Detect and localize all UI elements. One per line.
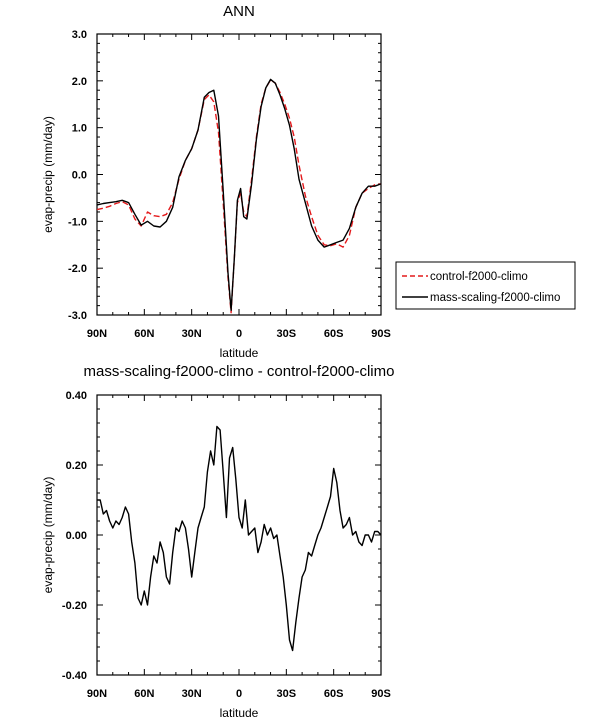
y-tick-label-1: 0.00 bbox=[66, 530, 87, 542]
top-chart-evap-precip: ANN 90N 60N 30N 0 30S 60S 90S -3.0 -2.0 -1.0 0.0 1.0… bbox=[41, 3, 391, 360]
x-tick-label-0: 90N bbox=[87, 328, 107, 340]
x-tick-label-0: 60S bbox=[324, 328, 344, 340]
series-line-0-1 bbox=[96, 78, 382, 311]
legend-label-1: mass-scaling-f2000-climo bbox=[430, 292, 560, 304]
y-tick-label-0: -1.0 bbox=[68, 216, 87, 228]
x-tick-label-0: 90S bbox=[371, 328, 391, 340]
y-tick-label-0: -2.0 bbox=[68, 263, 87, 275]
legend: control-f2000-climo mass-scaling-f2000-cl… bbox=[395, 261, 576, 310]
x-tick-label-0: 30S bbox=[277, 328, 297, 340]
chart-title-1: mass-scaling-f2000-climo - control-f2000… bbox=[84, 363, 395, 380]
y-tick-label-1: 0.20 bbox=[66, 460, 87, 472]
y-tick-label-1: -0.20 bbox=[62, 600, 87, 612]
x-tick-label-0: 60N bbox=[134, 328, 154, 340]
x-tick-label-0: 0 bbox=[236, 328, 242, 340]
plot-frame-1 bbox=[96, 394, 382, 676]
bottom-chart-difference: mass-scaling-f2000-climo - control-f2000… bbox=[41, 363, 394, 720]
x-tick-label-1: 0 bbox=[236, 688, 242, 700]
y-tick-label-1: 0.40 bbox=[66, 390, 87, 402]
y-axis-label-0: evap-precip (mm/day) bbox=[41, 116, 55, 233]
legend-box bbox=[395, 261, 576, 310]
x-tick-label-1: 90N bbox=[87, 688, 107, 700]
x-tick-label-1: 90S bbox=[371, 688, 391, 700]
y-tick-label-0: 3.0 bbox=[72, 29, 87, 41]
y-tick-label-0: 2.0 bbox=[72, 76, 87, 88]
x-tick-label-0: 30N bbox=[182, 328, 202, 340]
y-tick-label-1: -0.40 bbox=[62, 670, 87, 682]
plot-frame-0 bbox=[96, 33, 382, 316]
x-tick-label-1: 30S bbox=[277, 688, 297, 700]
series-line-1-0 bbox=[97, 425, 382, 652]
y-tick-label-0: 1.0 bbox=[72, 123, 87, 135]
x-axis-label-0: latitude bbox=[220, 346, 259, 360]
y-axis-label-1: evap-precip (mm/day) bbox=[41, 477, 55, 594]
y-tick-label-0: 0.0 bbox=[72, 170, 87, 182]
x-axis-label-1: latitude bbox=[220, 706, 259, 720]
y-tick-label-0: -3.0 bbox=[68, 310, 87, 322]
x-tick-label-1: 60N bbox=[134, 688, 154, 700]
chart-title-0: ANN bbox=[223, 3, 255, 20]
legend-label-0: control-f2000-climo bbox=[430, 271, 528, 283]
x-tick-label-1: 60S bbox=[324, 688, 344, 700]
x-tick-label-1: 30N bbox=[182, 688, 202, 700]
